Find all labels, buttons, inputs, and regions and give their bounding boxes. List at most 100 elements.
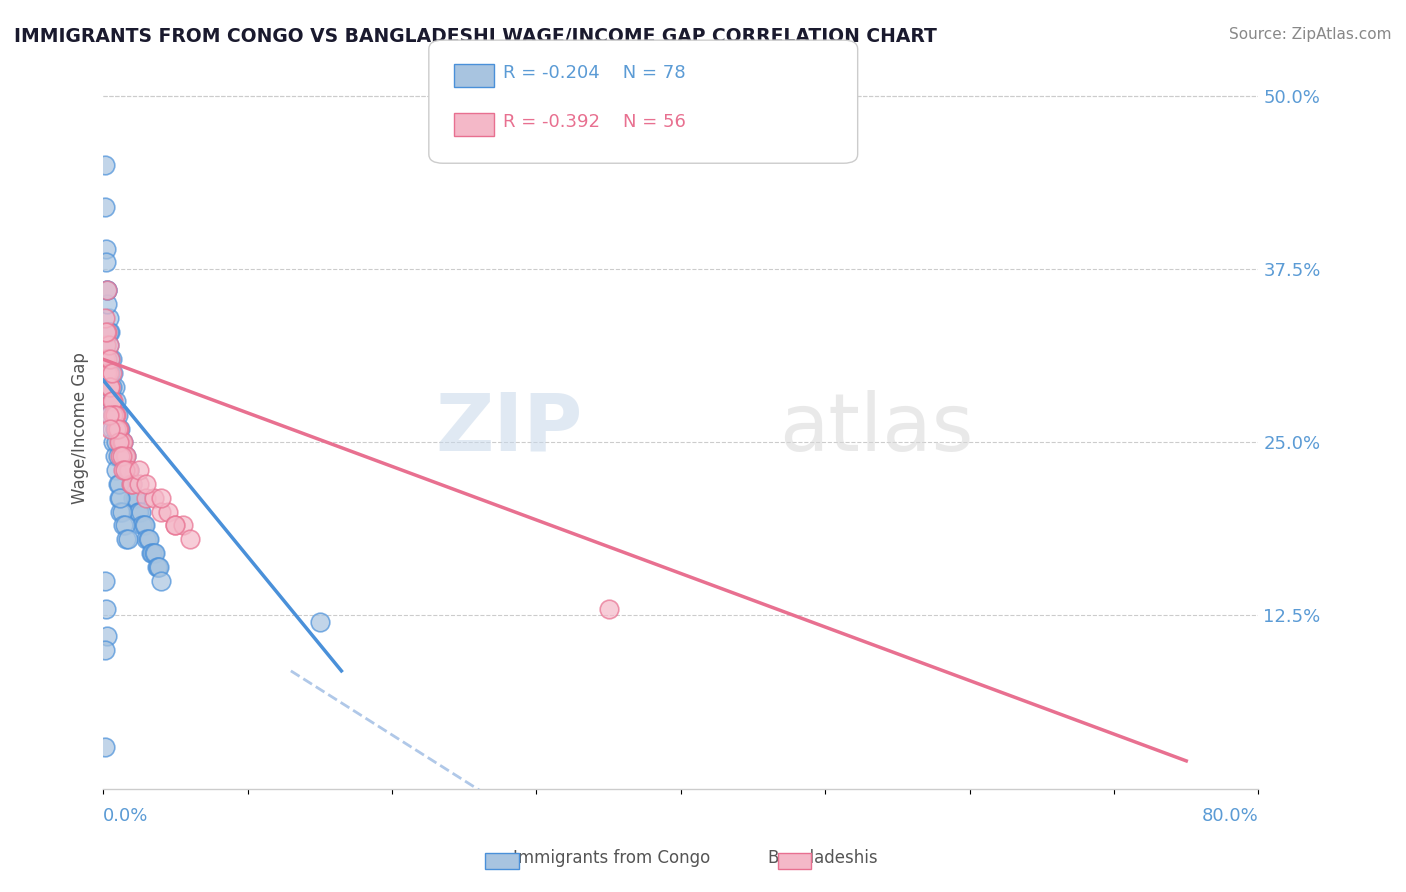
Point [110,491,132,505]
Point [125,491,148,505]
Point [142,546,165,560]
Point [128,505,150,519]
Point [97,366,120,380]
Point [101,352,124,367]
Point [101,393,124,408]
Text: IMMIGRANTS FROM CONGO VS BANGLADESHI WAGE/INCOME GAP CORRELATION CHART: IMMIGRANTS FROM CONGO VS BANGLADESHI WAG… [14,27,936,45]
Point [98,352,121,367]
Point [96,629,118,643]
Point [96,297,118,311]
Text: 80.0%: 80.0% [1202,807,1258,825]
Point [98,421,121,435]
Point [117,463,139,477]
Point [136,533,159,547]
Point [165,518,187,533]
Point [103,366,125,380]
Point [108,421,131,435]
Point [104,408,127,422]
Point [149,574,172,588]
Point [103,408,125,422]
Point [141,546,163,560]
Point [97,380,120,394]
Point [172,518,194,533]
Point [111,435,134,450]
Point [117,533,139,547]
Point [134,518,156,533]
Text: R = -0.392    N = 56: R = -0.392 N = 56 [503,113,686,131]
Point [101,421,124,435]
Point [128,463,150,477]
Point [93,310,115,325]
Point [98,366,121,380]
Point [96,352,118,367]
Point [98,408,121,422]
Point [93,200,115,214]
Point [128,477,150,491]
Point [94,338,117,352]
Point [96,325,118,339]
Point [93,352,115,367]
Point [118,463,141,477]
Point [145,560,167,574]
Point [115,449,138,463]
Point [131,518,153,533]
Point [112,518,135,533]
Point [101,380,124,394]
Point [107,477,129,491]
Point [103,393,125,408]
Point [179,533,201,547]
Point [115,533,138,547]
Point [111,449,134,463]
Y-axis label: Wage/Income Gap: Wage/Income Gap [72,352,89,505]
Point [114,463,136,477]
Point [97,338,120,352]
Point [120,477,142,491]
Point [114,449,136,463]
Point [94,325,117,339]
Point [108,421,131,435]
Point [108,491,131,505]
Point [112,435,135,450]
Point [105,421,128,435]
Point [105,463,128,477]
Point [96,366,118,380]
Point [94,366,117,380]
Point [127,505,149,519]
Point [105,393,128,408]
Point [108,435,131,450]
Point [111,435,134,450]
Point [115,449,138,463]
Point [101,366,124,380]
Point [107,449,129,463]
Point [117,463,139,477]
Point [142,491,165,505]
Point [104,408,127,422]
Point [598,601,620,615]
Point [143,546,166,560]
Point [149,491,172,505]
Point [157,505,180,519]
Point [110,435,132,450]
Point [148,560,170,574]
Point [93,574,115,588]
Point [104,380,127,394]
Point [135,477,157,491]
Point [96,366,118,380]
Point [110,505,132,519]
Text: atlas: atlas [779,390,973,467]
Point [101,393,124,408]
Point [104,449,127,463]
Point [135,491,157,505]
Point [93,158,115,172]
Point [96,283,118,297]
Text: Immigrants from Congo: Immigrants from Congo [513,849,710,867]
Text: Bangladeshis: Bangladeshis [768,849,877,867]
Point [103,435,125,450]
Point [97,408,120,422]
Point [94,338,117,352]
Point [107,421,129,435]
Point [121,477,143,491]
Point [114,449,136,463]
Point [112,463,135,477]
Point [129,505,152,519]
